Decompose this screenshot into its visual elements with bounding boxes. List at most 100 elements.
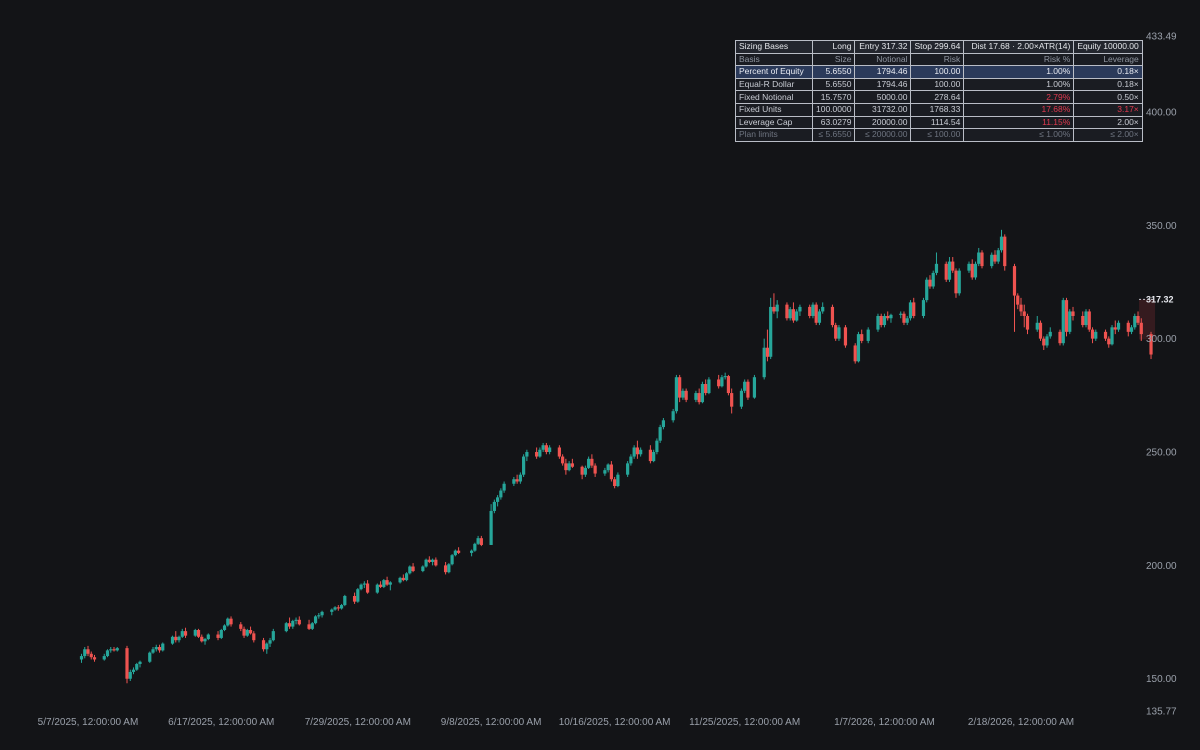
candle [333,606,337,611]
cell: Percent of Equity [735,65,813,79]
candle [430,558,435,566]
candle [398,576,402,584]
candle [684,388,688,403]
table-row[interactable]: Equal-R Dollar 5.6550 1794.46 100.00 1.0… [735,77,1143,92]
candle [1022,304,1026,328]
candle [726,374,731,396]
candle [798,304,802,316]
table-row[interactable]: Percent of Equity 5.6550 1794.46 100.00 … [735,65,1143,79]
candle [330,608,334,616]
candle [1071,306,1075,321]
candle [284,622,288,633]
candle [993,250,997,264]
time-tick-label: 5/7/2025, 12:00:00 AM [38,717,139,728]
candle [320,610,324,618]
candle [886,311,890,321]
candle [908,300,913,321]
candle [697,388,701,405]
candle [613,476,617,489]
candle [606,463,610,473]
candle [382,578,386,589]
cell: 1114.54 [910,115,965,130]
candle [603,467,607,476]
price-max-label: 433.49 [1146,32,1177,43]
table-row[interactable]: Fixed Notional 15.7570 5000.00 278.64 2.… [735,90,1143,104]
table-row[interactable]: Fixed Units 100.0000 31732.00 1768.33 17… [735,102,1143,117]
candle [131,667,136,675]
candle [248,626,253,635]
candle [378,581,383,589]
candle [1025,313,1030,335]
candle [1035,315,1039,332]
candle [196,628,201,638]
cell: 2.79% [963,90,1075,104]
candle [229,616,233,627]
price-tick-label: 200.00 [1146,561,1177,572]
candle [889,313,893,323]
cell: 1794.46 [854,65,912,79]
candle [1064,297,1069,337]
candle [79,653,84,663]
price-min-label: 135.77 [1146,707,1177,718]
column-header: Size [811,52,856,67]
time-axis: 5/7/2025, 12:00:00 AM 6/17/2025, 12:00:00… [38,717,1074,728]
cell: Fixed Units [735,102,813,117]
candle [265,642,269,654]
candle [538,447,542,458]
candle [177,635,181,643]
table-row[interactable]: Leverage Cap 63.0279 20000.00 1114.54 11… [735,115,1143,130]
candle [570,458,574,468]
candle [206,633,210,641]
candle [609,461,613,482]
cell: 1794.46 [854,77,912,92]
candle [219,628,223,640]
candle [200,634,204,643]
candle [882,313,887,328]
column-header: Risk [910,52,965,67]
candle [775,300,779,319]
candle [580,465,584,480]
candle [947,257,952,282]
candle [739,388,744,409]
current-price-marker: 317.32 [1139,294,1174,304]
candle [996,247,1000,264]
candle [837,325,841,341]
candle [1110,325,1114,346]
side-label: Long [811,40,856,54]
candle [681,388,685,400]
candle [252,631,256,643]
candle [788,306,792,321]
candle [502,481,506,493]
candle [720,374,724,388]
candle [512,476,516,487]
table-columns-row: Basis Size Notional Risk Risk % Leverage [735,52,1143,67]
cell: 1.00% [963,65,1075,79]
candle [359,583,363,591]
candle [772,293,776,314]
candle [339,603,344,610]
candle [843,325,848,348]
candle [515,474,519,484]
candle [934,252,939,276]
candle [856,331,861,363]
candle [424,558,428,568]
candle [1126,320,1130,337]
table-header-row: Sizing Bases Long Entry 317.32 Stop 299.… [735,40,1143,54]
candle [492,499,496,514]
price-tick-label: 250.00 [1146,448,1177,459]
candle [1019,297,1023,316]
candle [1016,293,1020,310]
candle [239,622,243,632]
candle [814,302,818,326]
candle [791,302,796,323]
candle [86,645,90,657]
candle [313,615,318,625]
candle [944,261,948,282]
candle [352,592,357,604]
candle [535,447,539,459]
candle [912,297,916,319]
candle [193,628,197,637]
candle [128,669,132,682]
candle [821,302,825,314]
